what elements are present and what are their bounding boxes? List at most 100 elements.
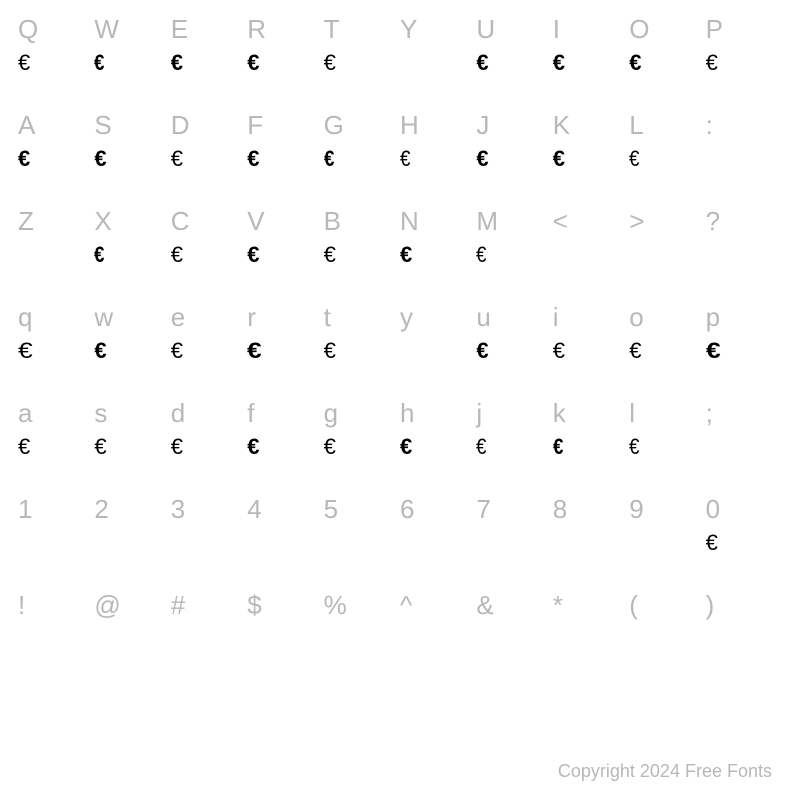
key-label: e — [171, 304, 185, 336]
cell: ? — [706, 202, 782, 298]
glyph: € — [171, 148, 183, 178]
key-label: j — [476, 400, 482, 432]
glyph: € — [629, 52, 641, 82]
cell: N€ — [400, 202, 476, 298]
key-label: 4 — [247, 496, 261, 528]
glyph: € — [553, 52, 565, 82]
key-label: w — [94, 304, 113, 336]
cell: J€ — [476, 106, 552, 202]
glyph: € — [706, 532, 718, 562]
glyph: € — [171, 52, 183, 82]
cell: a€ — [18, 394, 94, 490]
cell: V€ — [247, 202, 323, 298]
cell: F€ — [247, 106, 323, 202]
glyph: € — [553, 148, 565, 178]
cell: y — [400, 298, 476, 394]
key-label: 8 — [553, 496, 567, 528]
cell: 6 — [400, 490, 476, 586]
key-label: @ — [94, 592, 120, 624]
key-label: ^ — [400, 592, 412, 624]
key-label: F — [247, 112, 263, 144]
cell: : — [706, 106, 782, 202]
cell: P€ — [706, 10, 782, 106]
key-label: B — [324, 208, 341, 240]
glyph: € — [171, 436, 183, 466]
cell: L€ — [629, 106, 705, 202]
key-label: a — [18, 400, 32, 432]
key-label: g — [324, 400, 338, 432]
key-label: < — [553, 208, 568, 240]
cell: Z — [18, 202, 94, 298]
key-label: D — [171, 112, 190, 144]
key-label: h — [400, 400, 414, 432]
cell: W€ — [94, 10, 170, 106]
cell: % — [324, 586, 400, 682]
key-label: T — [324, 16, 340, 48]
cell: t€ — [324, 298, 400, 394]
glyph: € — [400, 436, 412, 466]
key-label: H — [400, 112, 419, 144]
cell: s€ — [94, 394, 170, 490]
key-label: 5 — [324, 496, 338, 528]
glyph: € — [476, 52, 488, 82]
cell: i€ — [553, 298, 629, 394]
cell: # — [171, 586, 247, 682]
cell: $ — [247, 586, 323, 682]
key-label: 0 — [706, 496, 720, 528]
key-label: 6 — [400, 496, 414, 528]
glyph: € — [247, 340, 262, 370]
key-label: K — [553, 112, 570, 144]
key-label: : — [706, 112, 713, 144]
key-label: & — [476, 592, 493, 624]
key-label: R — [247, 16, 266, 48]
key-label: E — [171, 16, 188, 48]
glyph: € — [18, 436, 30, 466]
cell: < — [553, 202, 629, 298]
cell: 5 — [324, 490, 400, 586]
character-map-grid: Q€ W€ E€ R€ T€ Y U€ I€ O€ P€ A€ S€ D€ F€… — [0, 0, 800, 682]
glyph: € — [324, 340, 336, 370]
key-label: O — [629, 16, 649, 48]
key-label: % — [324, 592, 347, 624]
key-label: V — [247, 208, 264, 240]
key-label: r — [247, 304, 256, 336]
cell: 8 — [553, 490, 629, 586]
key-label: Z — [18, 208, 34, 240]
cell: D€ — [171, 106, 247, 202]
glyph: € — [400, 244, 412, 274]
cell: q€ — [18, 298, 94, 394]
key-label: G — [324, 112, 344, 144]
cell: u€ — [476, 298, 552, 394]
cell: 3 — [171, 490, 247, 586]
key-label: f — [247, 400, 254, 432]
glyph: € — [247, 148, 259, 178]
glyph: € — [18, 52, 30, 82]
cell: & — [476, 586, 552, 682]
cell: U€ — [476, 10, 552, 106]
cell: r€ — [247, 298, 323, 394]
cell: w€ — [94, 298, 170, 394]
key-label: 3 — [171, 496, 185, 528]
glyph: € — [94, 340, 106, 370]
glyph: € — [94, 436, 106, 466]
key-label: # — [171, 592, 185, 624]
cell: j€ — [476, 394, 552, 490]
cell: f€ — [247, 394, 323, 490]
cell: 7 — [476, 490, 552, 586]
key-label: S — [94, 112, 111, 144]
cell: ^ — [400, 586, 476, 682]
glyph: € — [247, 52, 259, 82]
glyph: € — [476, 148, 488, 178]
key-label: L — [629, 112, 643, 144]
key-label: C — [171, 208, 190, 240]
key-label: M — [476, 208, 498, 240]
glyph: € — [94, 244, 104, 274]
key-label: ) — [706, 592, 715, 624]
glyph: € — [324, 148, 334, 178]
glyph: € — [171, 340, 183, 370]
key-label: Q — [18, 16, 38, 48]
cell: I€ — [553, 10, 629, 106]
cell: A€ — [18, 106, 94, 202]
glyph: € — [18, 340, 33, 370]
key-label: q — [18, 304, 32, 336]
